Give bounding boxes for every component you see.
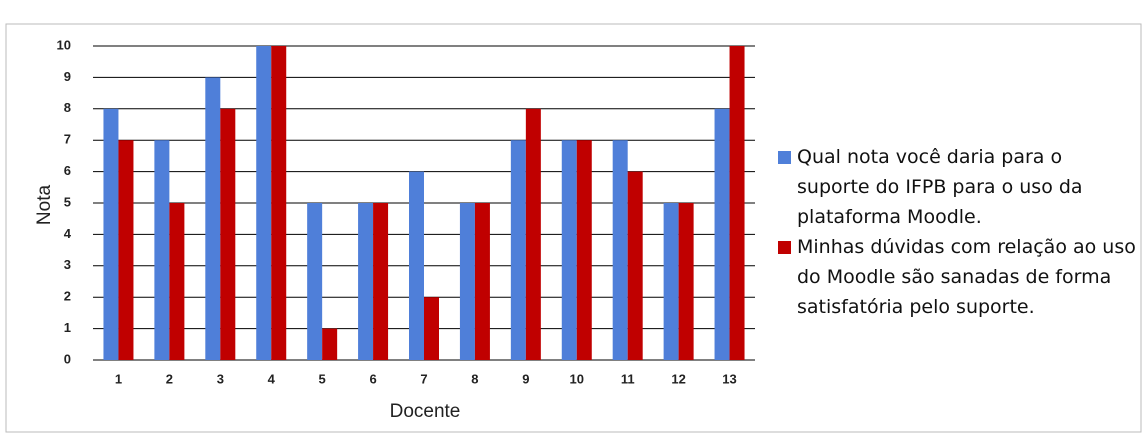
bar (561, 140, 577, 360)
y-axis-label: Nota (34, 185, 55, 226)
legend-swatch (778, 151, 791, 164)
bar (663, 203, 679, 360)
y-tick-label: 4 (64, 226, 72, 241)
bar (358, 203, 374, 360)
bar (424, 297, 439, 360)
x-tick-label: 7 (420, 371, 427, 386)
y-tick-label: 2 (64, 289, 71, 304)
x-tick-label: 2 (166, 371, 173, 386)
bar (525, 108, 541, 360)
y-tick-label: 7 (64, 132, 71, 147)
x-tick-label: 13 (722, 371, 736, 386)
bar (373, 203, 389, 360)
legend-item: Qual nota você daria para o suporte do I… (778, 142, 1138, 232)
y-tick-label: 3 (64, 257, 71, 272)
bar (612, 140, 628, 360)
y-tick-label: 10 (57, 37, 71, 52)
bar (474, 203, 490, 360)
x-tick-label: 12 (671, 371, 685, 386)
bar (169, 203, 185, 360)
bar (271, 46, 287, 360)
bar (103, 108, 119, 360)
x-tick-label: 1 (115, 371, 122, 386)
bar (220, 108, 236, 360)
y-tick-label: 1 (64, 320, 71, 335)
x-tick-label: 8 (471, 371, 478, 386)
x-tick-label: 6 (369, 371, 376, 386)
bar (729, 46, 745, 360)
y-tick-label: 9 (64, 69, 71, 84)
bar (118, 140, 134, 360)
bar (678, 203, 694, 360)
bar (205, 77, 221, 361)
x-tick-label: 4 (268, 371, 276, 386)
y-tick-label: 8 (64, 100, 71, 115)
y-tick-label: 5 (64, 194, 71, 209)
legend: Qual nota você daria para o suporte do I… (778, 142, 1138, 322)
bar (154, 140, 170, 360)
bar (714, 108, 730, 360)
y-tick-label: 6 (64, 163, 71, 178)
x-axis-label: Docente (390, 401, 461, 422)
y-tick-label: 0 (64, 351, 71, 366)
bar (510, 140, 526, 360)
bar (627, 171, 643, 360)
bar (322, 328, 338, 360)
legend-swatch (778, 241, 791, 254)
x-tick-label: 10 (570, 371, 584, 386)
x-tick-label: 11 (621, 371, 635, 386)
x-tick-label: 9 (522, 371, 529, 386)
bar (307, 203, 323, 360)
legend-label: Minhas dúvidas com relação ao uso do Moo… (797, 236, 1136, 318)
legend-label: Qual nota você daria para o suporte do I… (797, 146, 1083, 228)
x-tick-label: 5 (319, 371, 326, 386)
bar (256, 46, 272, 360)
bar (459, 203, 475, 360)
x-tick-label: 3 (217, 371, 224, 386)
legend-item: Minhas dúvidas com relação ao uso do Moo… (778, 232, 1138, 322)
bar (409, 171, 424, 360)
bar (576, 140, 592, 360)
